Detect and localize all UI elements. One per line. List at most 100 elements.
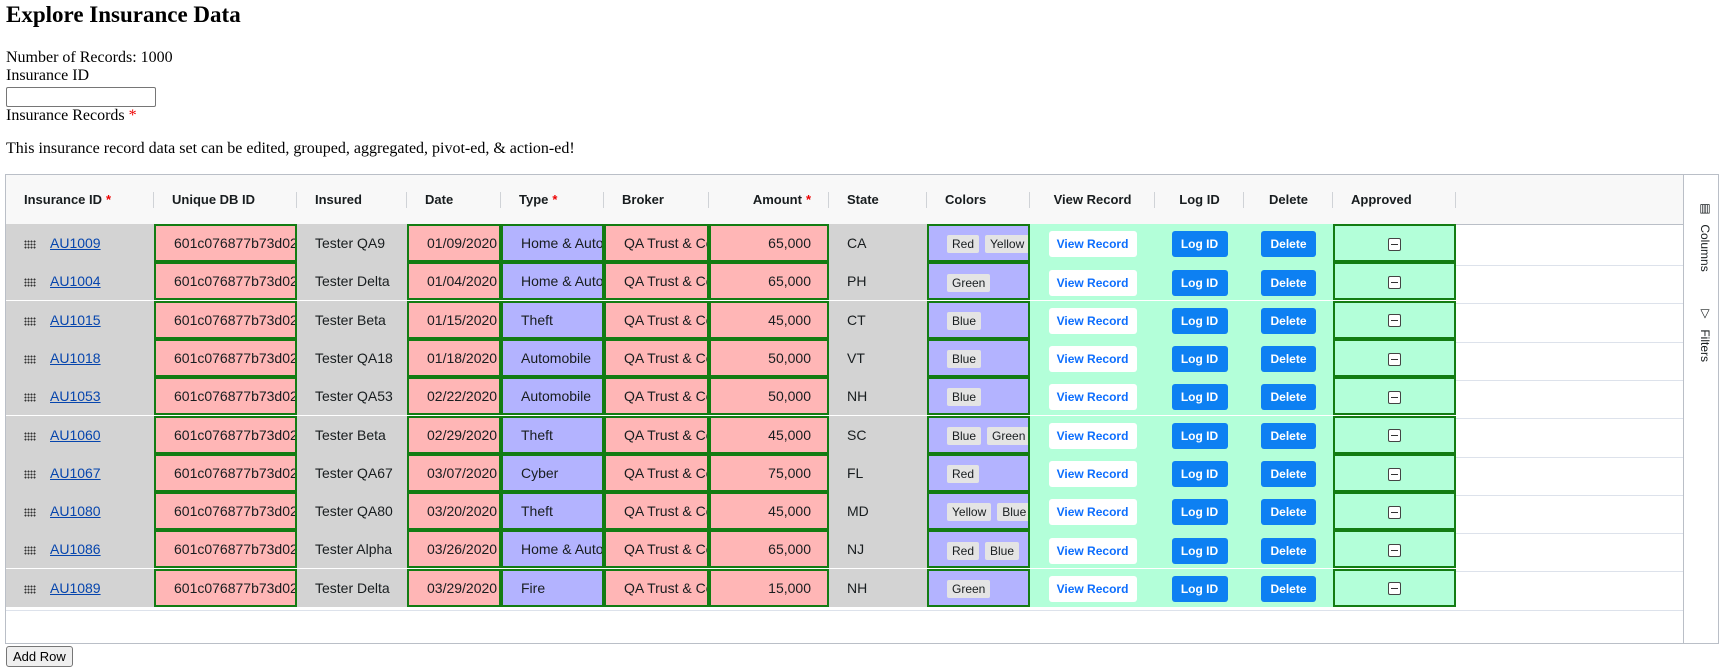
- log-id-button[interactable]: Log ID: [1171, 346, 1228, 373]
- cell-unique-db-id[interactable]: 601c076877b73d026: [154, 262, 297, 301]
- cell-unique-db-id[interactable]: 601c076877b73d026: [154, 415, 297, 454]
- cell-date[interactable]: 01/18/2020: [407, 338, 501, 377]
- header-separator[interactable]: [1154, 192, 1155, 208]
- delete-button[interactable]: Delete: [1261, 499, 1316, 526]
- log-id-button[interactable]: Log ID: [1171, 422, 1228, 449]
- cell-amount[interactable]: 50,000: [709, 377, 829, 416]
- cell-insurance-id[interactable]: AU1004: [6, 262, 154, 301]
- cell-amount[interactable]: 15,000: [709, 568, 829, 607]
- cell-unique-db-id[interactable]: 601c076877b73d026: [154, 377, 297, 416]
- header-unique-db-id[interactable]: Unique DB ID: [154, 175, 297, 224]
- approved-checkbox-icon[interactable]: [1388, 276, 1401, 290]
- drag-handle-icon[interactable]: [24, 393, 36, 403]
- cell-broker[interactable]: QA Trust & Co: [604, 338, 709, 377]
- log-id-button[interactable]: Log ID: [1171, 231, 1228, 258]
- insurance-id-link[interactable]: AU1060: [50, 426, 101, 443]
- cell-state[interactable]: NJ: [829, 530, 927, 569]
- cell-state[interactable]: NH: [829, 377, 927, 416]
- log-id-button[interactable]: Log ID: [1171, 307, 1228, 334]
- approved-checkbox-icon[interactable]: [1388, 582, 1401, 596]
- approved-checkbox-icon[interactable]: [1388, 237, 1401, 251]
- header-separator[interactable]: [1332, 192, 1333, 208]
- cell-type[interactable]: Theft: [501, 492, 604, 531]
- header-broker[interactable]: Broker: [604, 175, 709, 224]
- cell-type[interactable]: Cyber: [501, 453, 604, 492]
- cell-date[interactable]: 03/26/2020: [407, 530, 501, 569]
- cell-insurance-id[interactable]: AU1053: [6, 377, 154, 416]
- cell-insurance-id[interactable]: AU1018: [6, 338, 154, 377]
- approved-checkbox-icon[interactable]: [1388, 314, 1401, 328]
- cell-amount[interactable]: 65,000: [709, 530, 829, 569]
- cell-colors[interactable]: Red Yellow: [927, 224, 1030, 262]
- cell-colors[interactable]: Blue Green: [927, 415, 1030, 454]
- cell-type[interactable]: Fire: [501, 568, 604, 607]
- drag-handle-icon[interactable]: [24, 431, 36, 441]
- header-insured[interactable]: Insured: [297, 175, 407, 224]
- approved-checkbox-icon[interactable]: [1388, 390, 1401, 404]
- cell-unique-db-id[interactable]: 601c076877b73d026: [154, 453, 297, 492]
- cell-amount[interactable]: 45,000: [709, 492, 829, 531]
- cell-date[interactable]: 02/29/2020: [407, 415, 501, 454]
- cell-state[interactable]: SC: [829, 415, 927, 454]
- view-record-button[interactable]: View Record: [1048, 307, 1137, 334]
- approved-checkbox-icon[interactable]: [1388, 544, 1401, 558]
- drag-handle-icon[interactable]: [24, 584, 36, 594]
- cell-broker[interactable]: QA Trust & Co: [604, 415, 709, 454]
- cell-unique-db-id[interactable]: 601c076877b73d026: [154, 224, 297, 262]
- cell-insured[interactable]: Tester Delta: [297, 568, 407, 607]
- cell-unique-db-id[interactable]: 601c076877b73d026: [154, 530, 297, 569]
- header-colors[interactable]: Colors: [927, 175, 1030, 224]
- cell-type[interactable]: Theft: [501, 300, 604, 339]
- header-separator[interactable]: [1029, 192, 1030, 208]
- cell-amount[interactable]: 65,000: [709, 224, 829, 262]
- cell-insured[interactable]: Tester QA53: [297, 377, 407, 416]
- delete-button[interactable]: Delete: [1261, 231, 1316, 258]
- header-delete[interactable]: Delete: [1244, 175, 1333, 224]
- header-view-record[interactable]: View Record: [1030, 175, 1155, 224]
- cell-insurance-id[interactable]: AU1067: [6, 453, 154, 492]
- cell-colors[interactable]: Blue: [927, 377, 1030, 416]
- approved-checkbox-icon[interactable]: [1388, 352, 1401, 366]
- cell-broker[interactable]: QA Trust & Co: [604, 224, 709, 262]
- cell-colors[interactable]: Green: [927, 262, 1030, 301]
- header-state[interactable]: State: [829, 175, 927, 224]
- drag-handle-icon[interactable]: [24, 508, 36, 518]
- drag-handle-icon[interactable]: [24, 278, 36, 288]
- cell-insured[interactable]: Tester QA67: [297, 453, 407, 492]
- cell-unique-db-id[interactable]: 601c076877b73d026: [154, 568, 297, 607]
- delete-button[interactable]: Delete: [1261, 269, 1316, 296]
- cell-insured[interactable]: Tester Beta: [297, 415, 407, 454]
- insurance-id-input[interactable]: [6, 87, 156, 107]
- cell-broker[interactable]: QA Trust & Co: [604, 453, 709, 492]
- header-separator[interactable]: [1455, 192, 1456, 208]
- header-approved[interactable]: Approved: [1333, 175, 1456, 224]
- cell-amount[interactable]: 45,000: [709, 300, 829, 339]
- cell-insured[interactable]: Tester QA18: [297, 338, 407, 377]
- view-record-button[interactable]: View Record: [1048, 422, 1137, 449]
- cell-broker[interactable]: QA Trust & Co: [604, 377, 709, 416]
- drag-handle-icon[interactable]: [24, 469, 36, 479]
- cell-state[interactable]: CA: [829, 224, 927, 262]
- cell-amount[interactable]: 50,000: [709, 338, 829, 377]
- cell-insured[interactable]: Tester Delta: [297, 262, 407, 301]
- cell-colors[interactable]: Blue: [927, 338, 1030, 377]
- insurance-id-link[interactable]: AU1067: [50, 464, 101, 481]
- header-date[interactable]: Date: [407, 175, 501, 224]
- filters-tab[interactable]: ▽ Filters: [1692, 306, 1712, 362]
- cell-date[interactable]: 03/29/2020: [407, 568, 501, 607]
- cell-type[interactable]: Home & Auto: [501, 262, 604, 301]
- cell-insured[interactable]: Tester QA9: [297, 224, 407, 262]
- cell-insured[interactable]: Tester QA80: [297, 492, 407, 531]
- insurance-id-link[interactable]: AU1089: [50, 579, 101, 596]
- cell-date[interactable]: 03/20/2020: [407, 492, 501, 531]
- columns-tab[interactable]: ▥ Columns: [1692, 201, 1712, 272]
- cell-unique-db-id[interactable]: 601c076877b73d026: [154, 492, 297, 531]
- cell-state[interactable]: MD: [829, 492, 927, 531]
- view-record-button[interactable]: View Record: [1048, 537, 1137, 564]
- log-id-button[interactable]: Log ID: [1171, 499, 1228, 526]
- cell-state[interactable]: FL: [829, 453, 927, 492]
- cell-broker[interactable]: QA Trust & Co: [604, 492, 709, 531]
- cell-insured[interactable]: Tester Beta: [297, 300, 407, 339]
- insurance-id-link[interactable]: AU1053: [50, 388, 101, 405]
- cell-insurance-id[interactable]: AU1015: [6, 300, 154, 339]
